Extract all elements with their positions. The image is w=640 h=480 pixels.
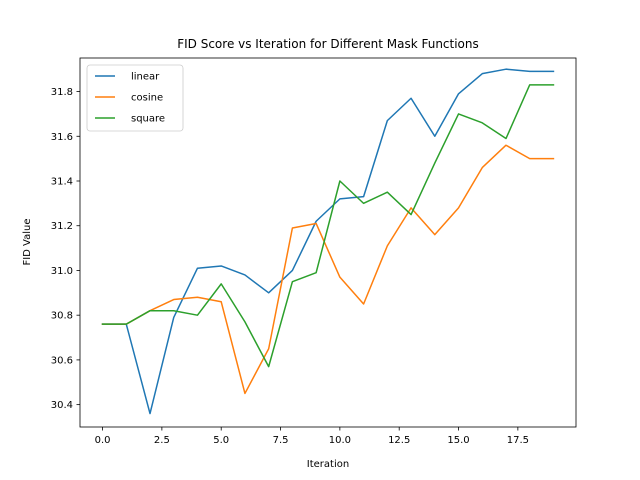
legend-label-linear: linear bbox=[131, 72, 160, 83]
x-tick-label: 5.0 bbox=[213, 435, 229, 446]
y-tick-label: 30.8 bbox=[51, 311, 73, 322]
legend-label-square: square bbox=[131, 114, 165, 125]
y-tick-label: 31.6 bbox=[51, 132, 73, 143]
x-tick-label: 15.0 bbox=[447, 435, 469, 446]
series-line-square bbox=[101, 84, 555, 368]
y-tick-label: 31.0 bbox=[51, 266, 73, 277]
y-tick-label: 30.6 bbox=[51, 355, 73, 366]
y-tick-label: 31.4 bbox=[51, 177, 73, 188]
x-tick-label: 2.5 bbox=[154, 435, 170, 446]
x-axis-title: Iteration bbox=[307, 459, 349, 470]
chart-title: FID Score vs Iteration for Different Mas… bbox=[177, 37, 479, 51]
x-tick-label: 10.0 bbox=[329, 435, 351, 446]
x-tick-label: 17.5 bbox=[507, 435, 529, 446]
axes-ticks: 0.0 2.5 5.0 7.5 10.0 12.5 15.0 17.5 30.4 30.6 30.8… bbox=[51, 87, 529, 446]
y-tick-label: 30.4 bbox=[51, 400, 73, 411]
series-line-cosine bbox=[101, 144, 555, 395]
y-axis-title: FID Value bbox=[22, 218, 33, 265]
legend: linear cosine square bbox=[86, 64, 184, 132]
x-tick-label: 0.0 bbox=[95, 435, 111, 446]
legend-label-cosine: cosine bbox=[131, 93, 163, 104]
y-tick-label: 31.8 bbox=[51, 87, 73, 98]
series-line-linear bbox=[101, 68, 555, 415]
legend-box bbox=[86, 64, 184, 132]
x-tick-label: 12.5 bbox=[388, 435, 410, 446]
y-tick-label: 31.2 bbox=[51, 221, 73, 232]
axes-frame bbox=[79, 57, 577, 428]
plot-area bbox=[79, 57, 577, 428]
x-tick-label: 7.5 bbox=[273, 435, 289, 446]
